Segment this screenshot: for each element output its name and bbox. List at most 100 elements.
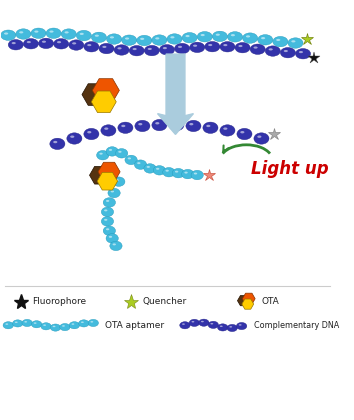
Ellipse shape [84, 129, 99, 140]
Ellipse shape [220, 42, 235, 52]
Ellipse shape [115, 149, 128, 158]
Ellipse shape [12, 320, 23, 327]
Ellipse shape [299, 51, 303, 53]
Ellipse shape [184, 172, 188, 173]
Text: OTA aptamer: OTA aptamer [105, 321, 164, 330]
Ellipse shape [276, 39, 280, 41]
Ellipse shape [135, 120, 150, 131]
Ellipse shape [5, 323, 8, 325]
Ellipse shape [110, 36, 114, 39]
Ellipse shape [87, 44, 91, 46]
Ellipse shape [144, 45, 159, 56]
Ellipse shape [34, 323, 36, 324]
Ellipse shape [99, 153, 103, 155]
Ellipse shape [43, 324, 46, 326]
Ellipse shape [67, 133, 82, 144]
Ellipse shape [118, 151, 122, 153]
Ellipse shape [254, 133, 269, 144]
Ellipse shape [167, 34, 182, 44]
Ellipse shape [182, 32, 197, 43]
Ellipse shape [70, 136, 74, 138]
Ellipse shape [205, 42, 220, 52]
Ellipse shape [81, 321, 84, 323]
Ellipse shape [97, 150, 109, 160]
Ellipse shape [137, 162, 141, 164]
Ellipse shape [273, 37, 288, 47]
Ellipse shape [31, 28, 46, 39]
Ellipse shape [15, 322, 18, 323]
Ellipse shape [152, 119, 167, 131]
Ellipse shape [95, 34, 99, 37]
Ellipse shape [57, 41, 61, 43]
Ellipse shape [258, 34, 273, 45]
Ellipse shape [125, 155, 137, 165]
Ellipse shape [155, 122, 159, 124]
Ellipse shape [208, 321, 218, 328]
Ellipse shape [163, 47, 167, 49]
Ellipse shape [42, 41, 46, 43]
Ellipse shape [163, 168, 175, 177]
Ellipse shape [135, 160, 147, 169]
Ellipse shape [103, 226, 115, 236]
Ellipse shape [147, 166, 150, 168]
Ellipse shape [61, 29, 76, 39]
Ellipse shape [192, 321, 194, 323]
Ellipse shape [84, 42, 99, 52]
Ellipse shape [265, 46, 280, 56]
Ellipse shape [125, 37, 129, 39]
Ellipse shape [34, 31, 39, 33]
Ellipse shape [216, 34, 220, 36]
Ellipse shape [182, 169, 194, 179]
Ellipse shape [107, 34, 122, 44]
Ellipse shape [129, 45, 144, 56]
Ellipse shape [16, 29, 31, 39]
Ellipse shape [72, 323, 74, 325]
Ellipse shape [137, 35, 152, 46]
Ellipse shape [104, 210, 107, 211]
Ellipse shape [208, 44, 212, 46]
Ellipse shape [185, 35, 190, 37]
Ellipse shape [109, 236, 112, 238]
Ellipse shape [72, 42, 76, 45]
Ellipse shape [106, 228, 109, 230]
Ellipse shape [153, 165, 166, 175]
Ellipse shape [191, 171, 203, 180]
Ellipse shape [104, 219, 107, 221]
Ellipse shape [50, 31, 53, 33]
Ellipse shape [227, 324, 238, 331]
Ellipse shape [239, 324, 241, 326]
Ellipse shape [101, 207, 114, 217]
Ellipse shape [165, 170, 169, 172]
Ellipse shape [235, 42, 250, 53]
Ellipse shape [217, 324, 228, 331]
Ellipse shape [106, 147, 118, 156]
Ellipse shape [113, 244, 116, 245]
Ellipse shape [190, 42, 205, 52]
Ellipse shape [69, 322, 80, 329]
Ellipse shape [242, 33, 258, 43]
Ellipse shape [203, 122, 218, 134]
Ellipse shape [170, 36, 175, 38]
Ellipse shape [110, 241, 122, 251]
Ellipse shape [288, 38, 303, 48]
Ellipse shape [231, 34, 235, 36]
Ellipse shape [121, 125, 125, 127]
Ellipse shape [172, 122, 176, 124]
Text: Quencher: Quencher [142, 297, 187, 306]
Ellipse shape [22, 319, 32, 327]
FancyArrow shape [158, 54, 193, 134]
Ellipse shape [103, 198, 115, 207]
Ellipse shape [113, 177, 125, 186]
Ellipse shape [79, 320, 89, 327]
Ellipse shape [178, 46, 182, 48]
Ellipse shape [194, 173, 197, 175]
Ellipse shape [102, 46, 107, 48]
Ellipse shape [101, 125, 116, 136]
Ellipse shape [62, 325, 65, 327]
Ellipse shape [186, 120, 201, 131]
Ellipse shape [104, 127, 108, 130]
Ellipse shape [284, 50, 288, 52]
Ellipse shape [253, 47, 258, 49]
Text: OTA: OTA [262, 297, 279, 306]
Ellipse shape [201, 34, 205, 36]
